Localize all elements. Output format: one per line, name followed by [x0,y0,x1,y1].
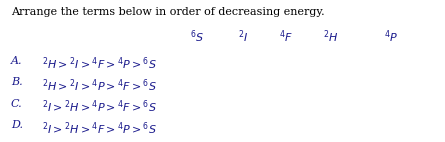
Text: $^4F$: $^4F$ [279,29,293,45]
Text: B.: B. [11,77,23,87]
Text: $^2I$: $^2I$ [238,29,248,45]
Text: $^6S$: $^6S$ [190,29,204,45]
Text: $^2I > ^2H > ^4F > ^4P > ^6S$: $^2I > ^2H > ^4F > ^4P > ^6S$ [41,120,156,137]
Text: Arrange the terms below in order of decreasing energy.: Arrange the terms below in order of decr… [11,7,324,17]
Text: $^2H$: $^2H$ [323,29,338,45]
Text: C.: C. [11,99,23,109]
Text: $^2H > ^2I > ^4F > ^4P > ^6S$: $^2H > ^2I > ^4F > ^4P > ^6S$ [41,56,156,72]
Text: $^4P$: $^4P$ [384,29,398,45]
Text: $^2I > ^2H > ^4P > ^4F > ^6S$: $^2I > ^2H > ^4P > ^4F > ^6S$ [41,99,156,115]
Text: $^2H > ^2I > ^4P > ^4F > ^6S$: $^2H > ^2I > ^4P > ^4F > ^6S$ [41,77,156,94]
Text: D.: D. [11,120,23,130]
Text: A.: A. [11,56,23,66]
